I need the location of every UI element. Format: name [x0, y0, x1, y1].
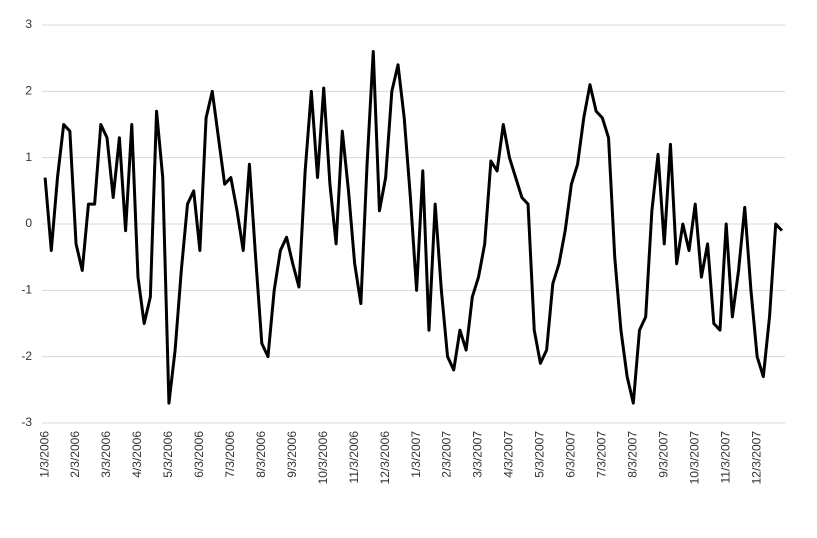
y-tick-label: -1 — [21, 283, 32, 297]
y-tick-label: -2 — [21, 349, 32, 363]
x-tick-label: 9/3/2007 — [656, 431, 670, 478]
x-tick-label: 3/3/2006 — [99, 431, 113, 478]
x-tick-label: 9/3/2006 — [285, 431, 299, 478]
x-tick-label: 1/3/2006 — [37, 431, 51, 478]
x-tick-label: 3/3/2007 — [471, 431, 485, 478]
x-tick-label: 10/3/2007 — [687, 431, 701, 485]
y-tick-label: 3 — [25, 17, 32, 31]
y-tick-label: 1 — [25, 150, 32, 164]
x-tick-label: 5/3/2007 — [533, 431, 547, 478]
x-tick-label: 8/3/2007 — [625, 431, 639, 478]
data-line — [43, 50, 783, 405]
x-tick-label: 11/3/2007 — [718, 431, 732, 484]
x-tick-label: 2/3/2006 — [68, 431, 82, 478]
x-tick-label: 10/3/2006 — [316, 431, 330, 485]
x-tick-label: 12/3/2006 — [378, 431, 392, 485]
y-tick-label: -3 — [21, 415, 32, 429]
y-tick-label: 0 — [25, 216, 32, 230]
x-tick-label: 5/3/2006 — [161, 431, 175, 478]
x-tick-label: 7/3/2006 — [223, 431, 237, 478]
x-tick-label: 6/3/2006 — [192, 431, 206, 478]
x-tick-label: 4/3/2006 — [130, 431, 144, 478]
x-tick-label: 12/3/2007 — [749, 431, 763, 485]
x-tick-label: 6/3/2007 — [564, 431, 578, 478]
x-tick-label: 4/3/2007 — [502, 431, 516, 478]
y-tick-label: 2 — [25, 84, 32, 98]
x-tick-label: 7/3/2007 — [595, 431, 609, 478]
x-tick-label: 11/3/2006 — [347, 431, 361, 484]
x-tick-label: 2/3/2007 — [440, 431, 454, 478]
x-tick-label: 1/3/2007 — [409, 431, 423, 478]
x-tick-label: 8/3/2006 — [254, 431, 268, 478]
